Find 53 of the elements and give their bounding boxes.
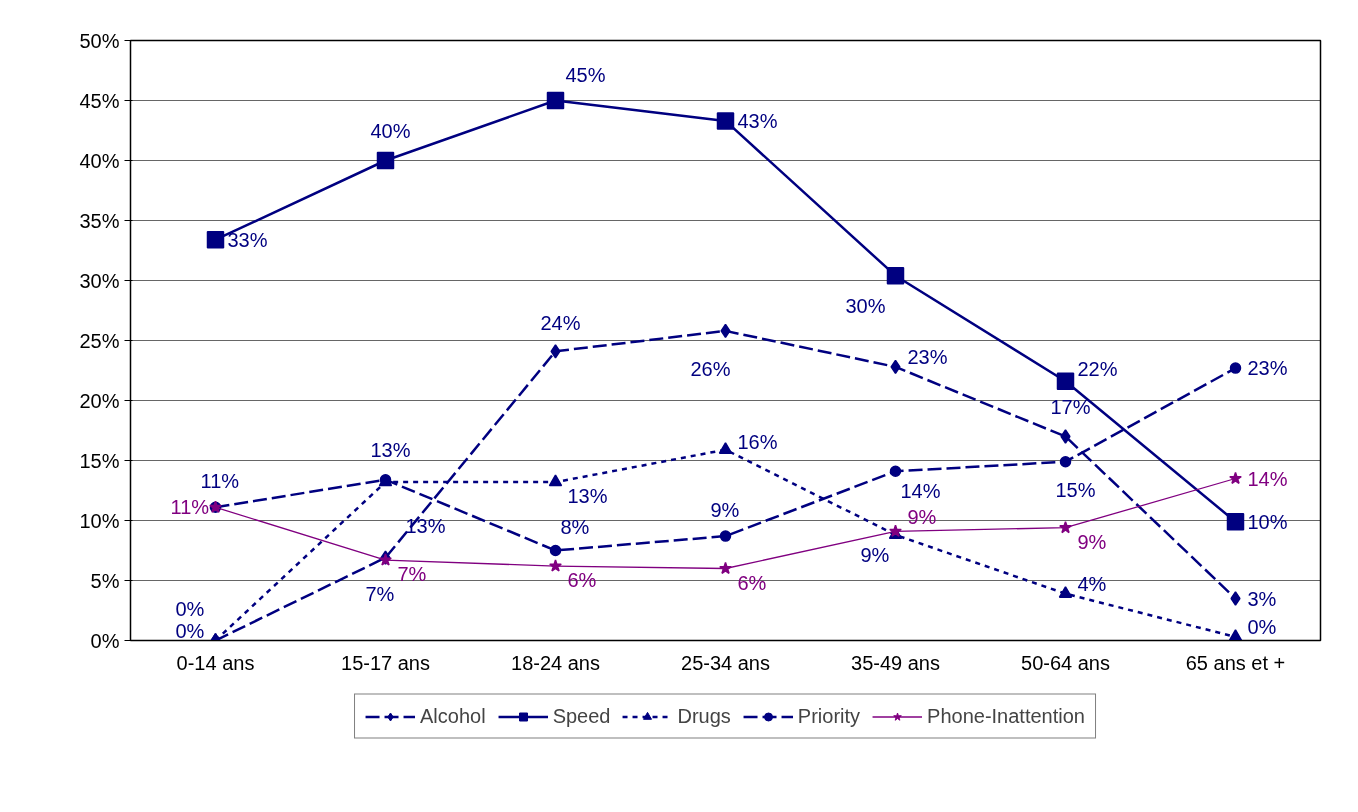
data-label: 13%: [567, 485, 608, 508]
y-tick-label: 25%: [79, 329, 120, 352]
data-label: 8%: [560, 515, 590, 538]
y-tick-label: 40%: [79, 149, 120, 172]
data-label: 9%: [860, 543, 890, 566]
data-label: 23%: [907, 345, 948, 368]
data-label: 9%: [710, 499, 740, 522]
data-label: 22%: [1077, 358, 1118, 381]
data-label: 0%: [175, 619, 205, 642]
data-label: 11%: [200, 470, 240, 493]
data-label: 0%: [1247, 615, 1277, 638]
data-label: 11%: [170, 496, 210, 519]
data-label: 45%: [565, 63, 606, 86]
data-label: 43%: [737, 109, 778, 132]
data-label: 14%: [900, 480, 941, 503]
legend-label: Priority: [797, 704, 861, 728]
data-label: 9%: [1077, 530, 1107, 553]
y-tick-label: 20%: [79, 389, 120, 412]
y-tick-label: 50%: [79, 29, 120, 52]
data-label: 17%: [1050, 395, 1091, 418]
data-label: 33%: [227, 228, 268, 251]
y-tick-label: 15%: [79, 449, 120, 472]
x-tick-label: 50-64 ans: [1021, 651, 1110, 674]
legend-label: Alcohol: [420, 704, 486, 728]
data-label: 24%: [540, 312, 581, 335]
x-tick-label: 15-17 ans: [341, 651, 430, 674]
data-label: 40%: [370, 119, 411, 142]
data-label: 30%: [845, 294, 886, 317]
data-label: 23%: [1247, 357, 1288, 380]
legend-label: Phone-Inattention: [927, 704, 1085, 728]
data-label: 7%: [365, 582, 395, 605]
x-tick-label: 65 ans et +: [1185, 651, 1286, 674]
data-label: 13%: [370, 438, 411, 461]
data-label: 15%: [1055, 478, 1096, 501]
y-tick-label: 0%: [90, 629, 120, 652]
y-tick-label: 35%: [79, 209, 120, 232]
y-tick-label: 5%: [90, 569, 120, 592]
legend-label: Speed: [552, 704, 611, 728]
y-tick-label: 30%: [79, 269, 120, 292]
data-label: 7%: [397, 563, 427, 586]
data-label: 26%: [690, 357, 731, 380]
x-tick-label: 25-34 ans: [681, 651, 770, 674]
legend-label: Drugs: [677, 704, 731, 728]
y-tick-label: 10%: [79, 509, 120, 532]
data-label: 0%: [175, 597, 205, 620]
data-label: 3%: [1247, 587, 1277, 610]
x-tick-label: 0-14 ans: [176, 651, 255, 674]
x-tick-label: 35-49 ans: [851, 651, 940, 674]
y-tick-label: 45%: [79, 89, 120, 112]
x-tick-label: 18-24 ans: [511, 651, 600, 674]
data-label: 16%: [737, 430, 778, 453]
data-label: 13%: [405, 515, 446, 538]
data-label: 14%: [1247, 467, 1288, 490]
